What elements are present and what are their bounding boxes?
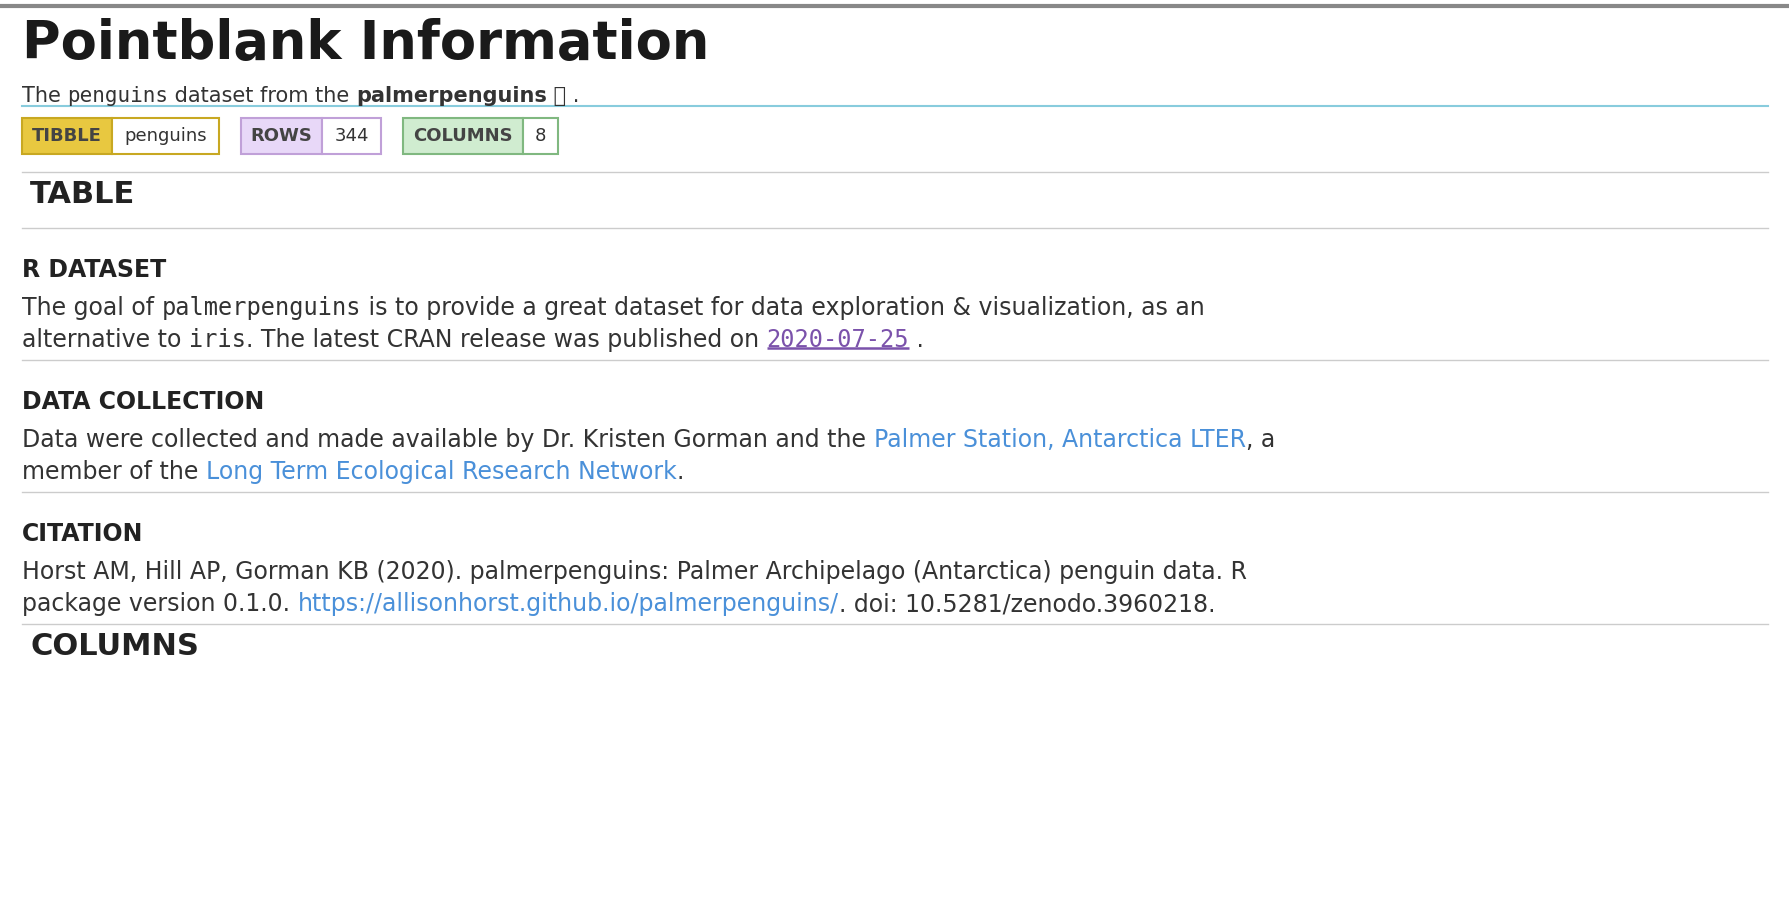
Text: R DATASET: R DATASET: [21, 258, 166, 282]
Text: COLUMNS: COLUMNS: [30, 632, 199, 661]
FancyBboxPatch shape: [21, 118, 111, 154]
Text: ROWS: ROWS: [250, 127, 313, 145]
Text: Palmer Station, Antarctica LTER: Palmer Station, Antarctica LTER: [873, 428, 1245, 452]
FancyBboxPatch shape: [322, 118, 381, 154]
Text: DATA COLLECTION: DATA COLLECTION: [21, 390, 265, 414]
Text: . The latest CRAN release was published on: . The latest CRAN release was published …: [245, 328, 766, 352]
Text: palmerpenguins: palmerpenguins: [356, 86, 547, 106]
Text: CITATION: CITATION: [21, 522, 143, 546]
Text: .: .: [676, 460, 683, 484]
FancyBboxPatch shape: [522, 118, 558, 154]
Text: Horst AM, Hill AP, Gorman KB (2020). palmerpenguins: Palmer Archipelago (Antarct: Horst AM, Hill AP, Gorman KB (2020). pal…: [21, 560, 1247, 584]
FancyBboxPatch shape: [240, 118, 322, 154]
Text: Long Term Ecological Research Network: Long Term Ecological Research Network: [206, 460, 676, 484]
Text: penguins: penguins: [123, 127, 206, 145]
Text: COLUMNS: COLUMNS: [413, 127, 512, 145]
Text: The goal of: The goal of: [21, 296, 161, 320]
Text: TABLE: TABLE: [30, 180, 136, 209]
Text: https://allisonhorst.github.io/palmerpenguins/: https://allisonhorst.github.io/palmerpen…: [297, 592, 839, 616]
Text: TIBBLE: TIBBLE: [32, 127, 102, 145]
Text: .: .: [909, 328, 923, 352]
Text: Pointblank Information: Pointblank Information: [21, 18, 708, 70]
Text: Data were collected and made available by Dr. Kristen Gorman and the: Data were collected and made available b…: [21, 428, 873, 452]
Text: alternative to: alternative to: [21, 328, 190, 352]
Text: penguins: penguins: [68, 86, 168, 106]
Text: 8: 8: [535, 127, 546, 145]
Text: is to provide a great dataset for data exploration & visualization, as an: is to provide a great dataset for data e…: [361, 296, 1204, 320]
Text: 📦 .: 📦 .: [547, 86, 580, 106]
Text: package version 0.1.0.: package version 0.1.0.: [21, 592, 297, 616]
Text: iris: iris: [190, 328, 245, 352]
FancyBboxPatch shape: [403, 118, 522, 154]
FancyBboxPatch shape: [111, 118, 218, 154]
Text: member of the: member of the: [21, 460, 206, 484]
Text: dataset from the: dataset from the: [168, 86, 356, 106]
Text: The: The: [21, 86, 68, 106]
Text: 344: 344: [335, 127, 369, 145]
Text: palmerpenguins: palmerpenguins: [161, 296, 361, 320]
Text: , a: , a: [1245, 428, 1274, 452]
Text: . doi: 10.5281/zenodo.3960218.: . doi: 10.5281/zenodo.3960218.: [839, 592, 1215, 616]
Text: 2020-07-25: 2020-07-25: [766, 328, 909, 352]
